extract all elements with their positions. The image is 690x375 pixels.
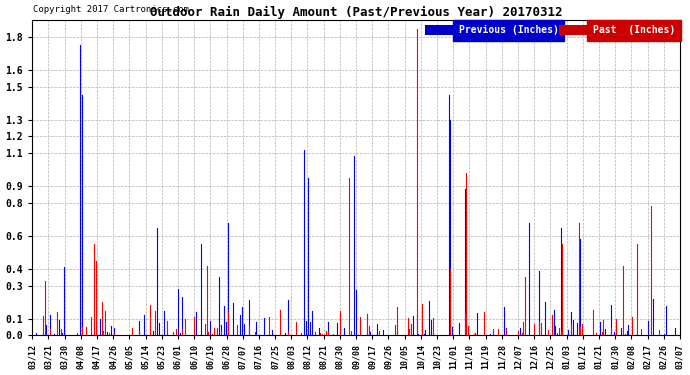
Legend: Previous (Inches), Past  (Inches): Previous (Inches), Past (Inches): [425, 25, 675, 35]
Text: Copyright 2017 Cartronics.com: Copyright 2017 Cartronics.com: [33, 5, 189, 14]
Title: Outdoor Rain Daily Amount (Past/Previous Year) 20170312: Outdoor Rain Daily Amount (Past/Previous…: [150, 6, 562, 19]
